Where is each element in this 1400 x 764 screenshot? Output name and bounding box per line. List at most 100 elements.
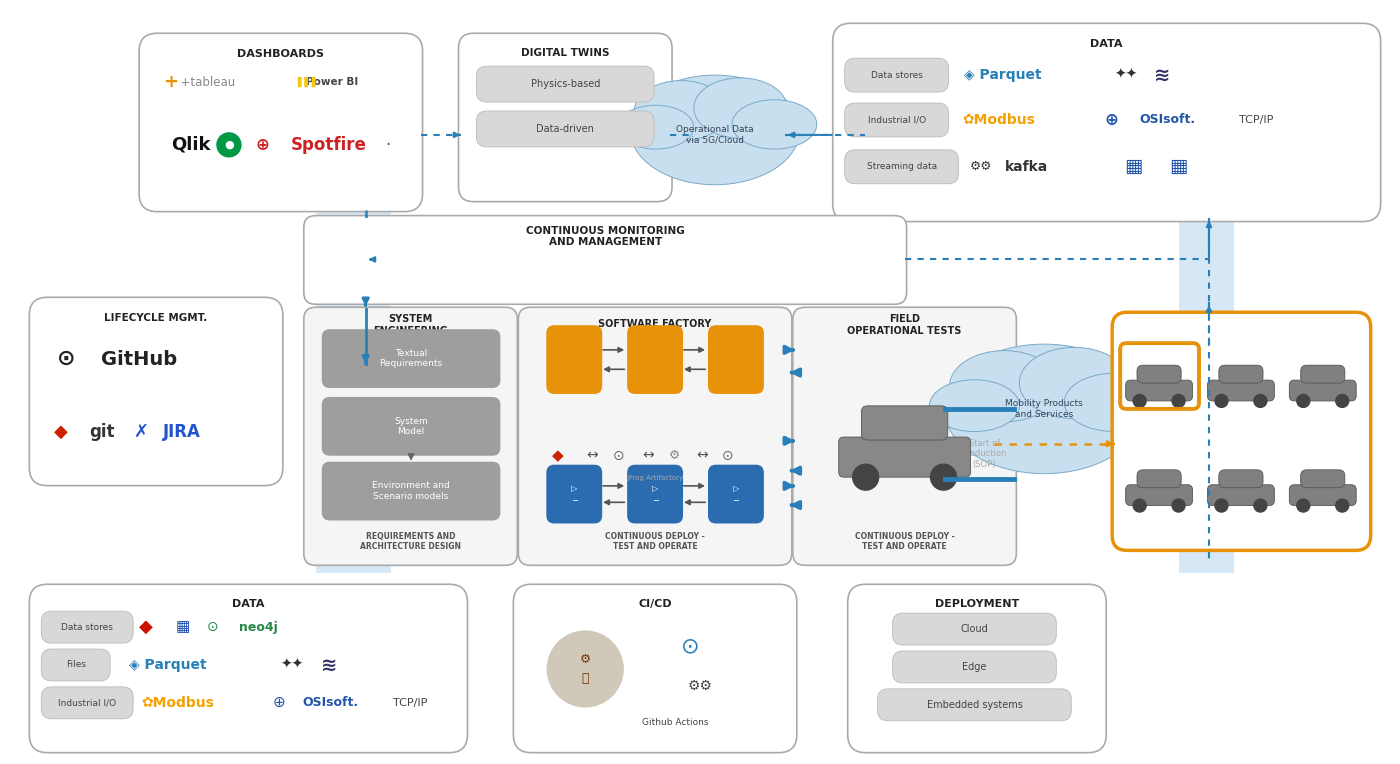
Text: CI/CD: CI/CD [638,599,672,609]
Circle shape [1254,394,1267,407]
Ellipse shape [630,75,799,185]
Ellipse shape [732,100,816,149]
Text: +tableau: +tableau [174,76,235,89]
Circle shape [853,465,879,490]
Text: +: + [164,73,179,91]
FancyBboxPatch shape [1301,470,1345,487]
Text: ✦✦: ✦✦ [281,658,304,672]
Text: Data stores: Data stores [62,623,113,632]
FancyBboxPatch shape [1179,145,1233,573]
Ellipse shape [617,105,694,149]
FancyBboxPatch shape [139,34,423,212]
FancyBboxPatch shape [1301,365,1345,383]
FancyBboxPatch shape [42,649,111,681]
Text: ▷
─: ▷ ─ [732,484,739,503]
Circle shape [1172,499,1184,512]
FancyBboxPatch shape [878,689,1071,720]
Text: ✗: ✗ [133,422,148,441]
Text: Streaming data: Streaming data [867,162,937,171]
FancyBboxPatch shape [304,307,518,565]
FancyBboxPatch shape [546,465,602,523]
Text: ⊕: ⊕ [273,695,286,711]
Text: Github Actions: Github Actions [641,718,708,727]
FancyBboxPatch shape [1126,380,1193,401]
Text: Mobility Products
and Services: Mobility Products and Services [1005,400,1084,419]
Text: LIFECYCLE MGMT.: LIFECYCLE MGMT. [105,313,207,323]
Circle shape [1172,394,1184,407]
Text: ⊙: ⊙ [612,448,624,463]
Text: DIGITAL TWINS: DIGITAL TWINS [521,48,609,58]
FancyBboxPatch shape [476,111,654,147]
Text: Industrial I/O: Industrial I/O [59,698,116,707]
Text: TCP/IP: TCP/IP [392,698,427,707]
Text: Cloud: Cloud [960,624,988,634]
FancyBboxPatch shape [29,297,283,486]
Text: CONTINUOUS DEPLOY -
TEST AND OPERATE: CONTINUOUS DEPLOY - TEST AND OPERATE [855,532,955,551]
FancyBboxPatch shape [518,307,792,565]
Text: CONTINUOUS MONITORING
AND MANAGEMENT: CONTINUOUS MONITORING AND MANAGEMENT [526,225,685,248]
Text: ▷
─: ▷ ─ [571,484,577,503]
Text: TCP/IP: TCP/IP [1239,115,1274,125]
Text: FIELD
OPERATIONAL TESTS: FIELD OPERATIONAL TESTS [847,314,962,336]
Text: Textual
Requirements: Textual Requirements [379,349,442,368]
Text: ◈ Parquet: ◈ Parquet [965,68,1042,82]
Circle shape [1215,394,1228,407]
Text: ▦: ▦ [1124,157,1142,176]
Text: ⊙: ⊙ [207,620,218,634]
Text: Power BI: Power BI [305,77,358,87]
FancyBboxPatch shape [861,406,948,440]
Text: ◆: ◆ [139,618,153,636]
Text: ⚙⚙: ⚙⚙ [969,160,993,173]
Text: ✦✦: ✦✦ [1114,68,1137,82]
Circle shape [1254,499,1267,512]
FancyBboxPatch shape [627,325,683,394]
Text: Data-driven: Data-driven [536,124,594,134]
Circle shape [547,631,623,707]
Text: ≋: ≋ [1154,66,1170,85]
Text: REQUIREMENTS AND
ARCHITECTURE DESIGN: REQUIREMENTS AND ARCHITECTURE DESIGN [360,532,461,551]
Text: ◆: ◆ [553,448,564,463]
Text: ▷
─: ▷ ─ [652,484,658,503]
FancyBboxPatch shape [893,613,1056,645]
Text: ⊙: ⊙ [680,636,700,656]
Circle shape [931,465,956,490]
FancyBboxPatch shape [708,465,764,523]
Text: ↔: ↔ [587,448,598,463]
Circle shape [1133,394,1147,407]
Text: CONTINUOUS DEPLOY -
TEST AND OPERATE: CONTINUOUS DEPLOY - TEST AND OPERATE [605,532,706,551]
Text: 👤: 👤 [581,672,589,685]
Text: Environment and
Scenario models: Environment and Scenario models [372,481,449,500]
FancyBboxPatch shape [839,437,970,478]
Text: System
Model: System Model [395,416,428,436]
Text: ·: · [385,136,391,154]
Circle shape [217,133,241,157]
Text: Physics-based: Physics-based [531,79,601,89]
Text: DATA: DATA [232,599,265,609]
Text: Embedded systems: Embedded systems [927,700,1022,710]
Text: ✿Modbus: ✿Modbus [962,113,1036,127]
FancyBboxPatch shape [833,24,1380,222]
Text: ◈ Parquet: ◈ Parquet [129,658,207,672]
Text: kafka: kafka [1004,160,1047,173]
FancyBboxPatch shape [627,465,683,523]
FancyBboxPatch shape [322,397,500,456]
Text: SOFTWARE FACTORY: SOFTWARE FACTORY [598,319,711,329]
Text: Operational Data
via 5G/Cloud: Operational Data via 5G/Cloud [676,125,753,144]
Circle shape [1133,499,1147,512]
Circle shape [1336,394,1348,407]
Ellipse shape [694,78,787,138]
Text: JFrog Artifactory: JFrog Artifactory [627,474,683,481]
FancyBboxPatch shape [42,687,133,719]
FancyBboxPatch shape [1137,365,1182,383]
Ellipse shape [945,344,1144,474]
FancyBboxPatch shape [1289,484,1357,506]
Ellipse shape [1064,374,1163,432]
FancyBboxPatch shape [476,66,654,102]
Text: ⊕: ⊕ [1105,111,1119,129]
Text: Industrial I/O: Industrial I/O [868,115,925,125]
Text: Qlik: Qlik [171,136,210,154]
FancyBboxPatch shape [1207,380,1274,401]
Ellipse shape [634,80,728,141]
FancyBboxPatch shape [1219,365,1263,383]
Circle shape [1336,499,1348,512]
